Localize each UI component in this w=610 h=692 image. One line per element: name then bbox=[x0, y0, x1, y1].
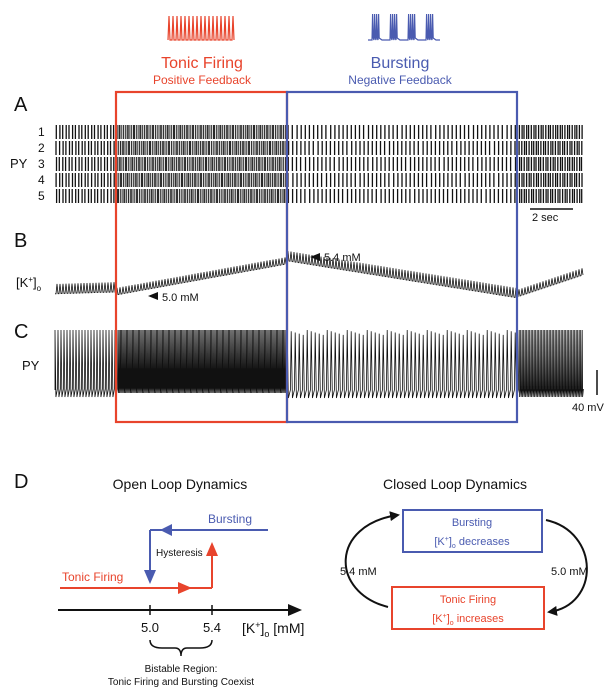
right-feedback-arc bbox=[545, 519, 588, 616]
tonic-box-title: Tonic Firing bbox=[440, 594, 496, 606]
panel-c-ylabel: PY bbox=[22, 358, 40, 373]
potassium-trace bbox=[55, 251, 584, 298]
left-feedback-arc bbox=[344, 511, 400, 608]
left-arc-label: 5.4 mM bbox=[340, 566, 377, 578]
bistable-label-2: Tonic Firing and Bursting Coexist bbox=[108, 677, 254, 688]
closed-loop-title: Closed Loop Dynamics bbox=[383, 476, 527, 492]
bursting-box-line: [K+]o decreases bbox=[434, 536, 510, 550]
hysteresis-label: Hysteresis bbox=[156, 548, 203, 559]
bursting-title: Bursting bbox=[371, 55, 430, 72]
open-loop-title: Open Loop Dynamics bbox=[113, 476, 248, 492]
panel-a-ylabel: PY bbox=[10, 156, 28, 171]
k-axis-label: [K+]o [mM] bbox=[242, 620, 304, 639]
tick-high-label: 5.4 bbox=[203, 620, 221, 635]
raster-row-label-5: 5 bbox=[38, 189, 45, 203]
bistable-brace bbox=[149, 639, 213, 657]
panel-c-letter: C bbox=[14, 321, 28, 343]
k-axis-arrowhead bbox=[288, 604, 302, 616]
high-k-arrow bbox=[310, 253, 320, 261]
positive-feedback-label: Positive Feedback bbox=[153, 73, 252, 87]
raster-plot bbox=[55, 124, 583, 204]
tonic-spike-icon bbox=[167, 15, 235, 41]
tonic-state-box bbox=[391, 586, 545, 630]
raster-row-labels: 1 2 3 4 5 bbox=[38, 125, 45, 203]
low-k-label: 5.0 mM bbox=[162, 292, 199, 304]
hysteresis-diagram bbox=[60, 524, 268, 594]
panel-b-letter: B bbox=[14, 230, 27, 252]
high-k-label: 5.4 mM bbox=[324, 252, 361, 264]
potassium-ylabel: [K+]o bbox=[16, 275, 42, 293]
bursting-box-title: Bursting bbox=[452, 517, 492, 529]
bistable-label-1: Bistable Region: bbox=[145, 664, 218, 675]
bursting-state-box bbox=[402, 509, 543, 553]
time-scalebar-label: 2 sec bbox=[532, 212, 559, 224]
raster-row-label-3: 3 bbox=[38, 157, 45, 171]
burst-spike-icon bbox=[368, 13, 440, 41]
negative-feedback-label: Negative Feedback bbox=[348, 73, 452, 87]
raster-row-label-1: 1 bbox=[38, 125, 45, 139]
right-arc-label: 5.0 mM bbox=[551, 566, 588, 578]
tick-low-label: 5.0 bbox=[141, 620, 159, 635]
low-k-arrow bbox=[148, 292, 158, 300]
open-tonic-label: Tonic Firing bbox=[62, 570, 123, 584]
open-bursting-label: Bursting bbox=[208, 512, 252, 526]
voltage-scalebar-label: 40 mV bbox=[572, 402, 604, 414]
panel-a-letter: A bbox=[14, 94, 28, 116]
tonic-firing-title: Tonic Firing bbox=[161, 55, 243, 72]
panel-d-letter: D bbox=[14, 471, 28, 493]
tonic-box-line: [K+]o increases bbox=[432, 613, 504, 627]
voltage-trace bbox=[54, 329, 584, 399]
burst-window-box bbox=[285, 90, 519, 424]
raster-row-label-2: 2 bbox=[38, 141, 45, 155]
raster-row-label-4: 4 bbox=[38, 173, 45, 187]
